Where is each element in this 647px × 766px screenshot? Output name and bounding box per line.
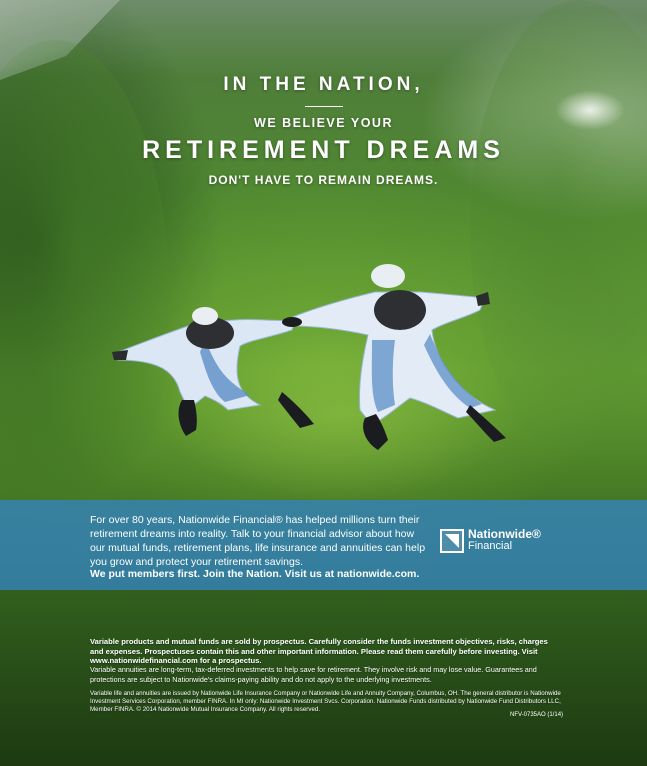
joined-hands — [282, 317, 302, 327]
band-call-to-action: We put members first. Join the Nation. V… — [90, 568, 420, 580]
flyer-left — [112, 307, 314, 436]
sky-corner — [0, 0, 120, 80]
nationwide-logo-icon — [440, 529, 464, 553]
logo-name: Nationwide® — [468, 527, 541, 541]
band-body-text: For over 80 years, Nationwide Financial®… — [90, 514, 426, 568]
headline-line-1: IN THE NATION, — [223, 74, 424, 95]
logo-wordmark: Nationwide® Financial — [468, 528, 541, 552]
headline-line-4: DON'T HAVE TO REMAIN DREAMS. — [208, 173, 439, 187]
legal-issuer: Variable life and annuities are issued b… — [90, 690, 561, 713]
info-band: For over 80 years, Nationwide Financial®… — [0, 500, 647, 590]
logo-subtitle: Financial — [468, 540, 513, 552]
nationwide-logo: Nationwide® Financial — [440, 528, 541, 562]
legal-annuities: Variable annuities are long-term, tax-de… — [90, 665, 537, 684]
headline-divider — [304, 106, 343, 107]
legal-prospectus: Variable products and mutual funds are s… — [90, 637, 548, 665]
headline: IN THE NATION, WE BELIEVE YOUR RETIREMEN… — [0, 74, 647, 187]
ad-code: NFV-0735AO (1/14) — [510, 712, 564, 718]
flyer-right — [289, 264, 506, 450]
headline-line-2: WE BELIEVE YOUR — [254, 116, 393, 130]
valley-floor — [160, 330, 520, 500]
headline-line-3: RETIREMENT DREAMS — [142, 136, 505, 164]
mountain-ridge — [470, 0, 647, 460]
